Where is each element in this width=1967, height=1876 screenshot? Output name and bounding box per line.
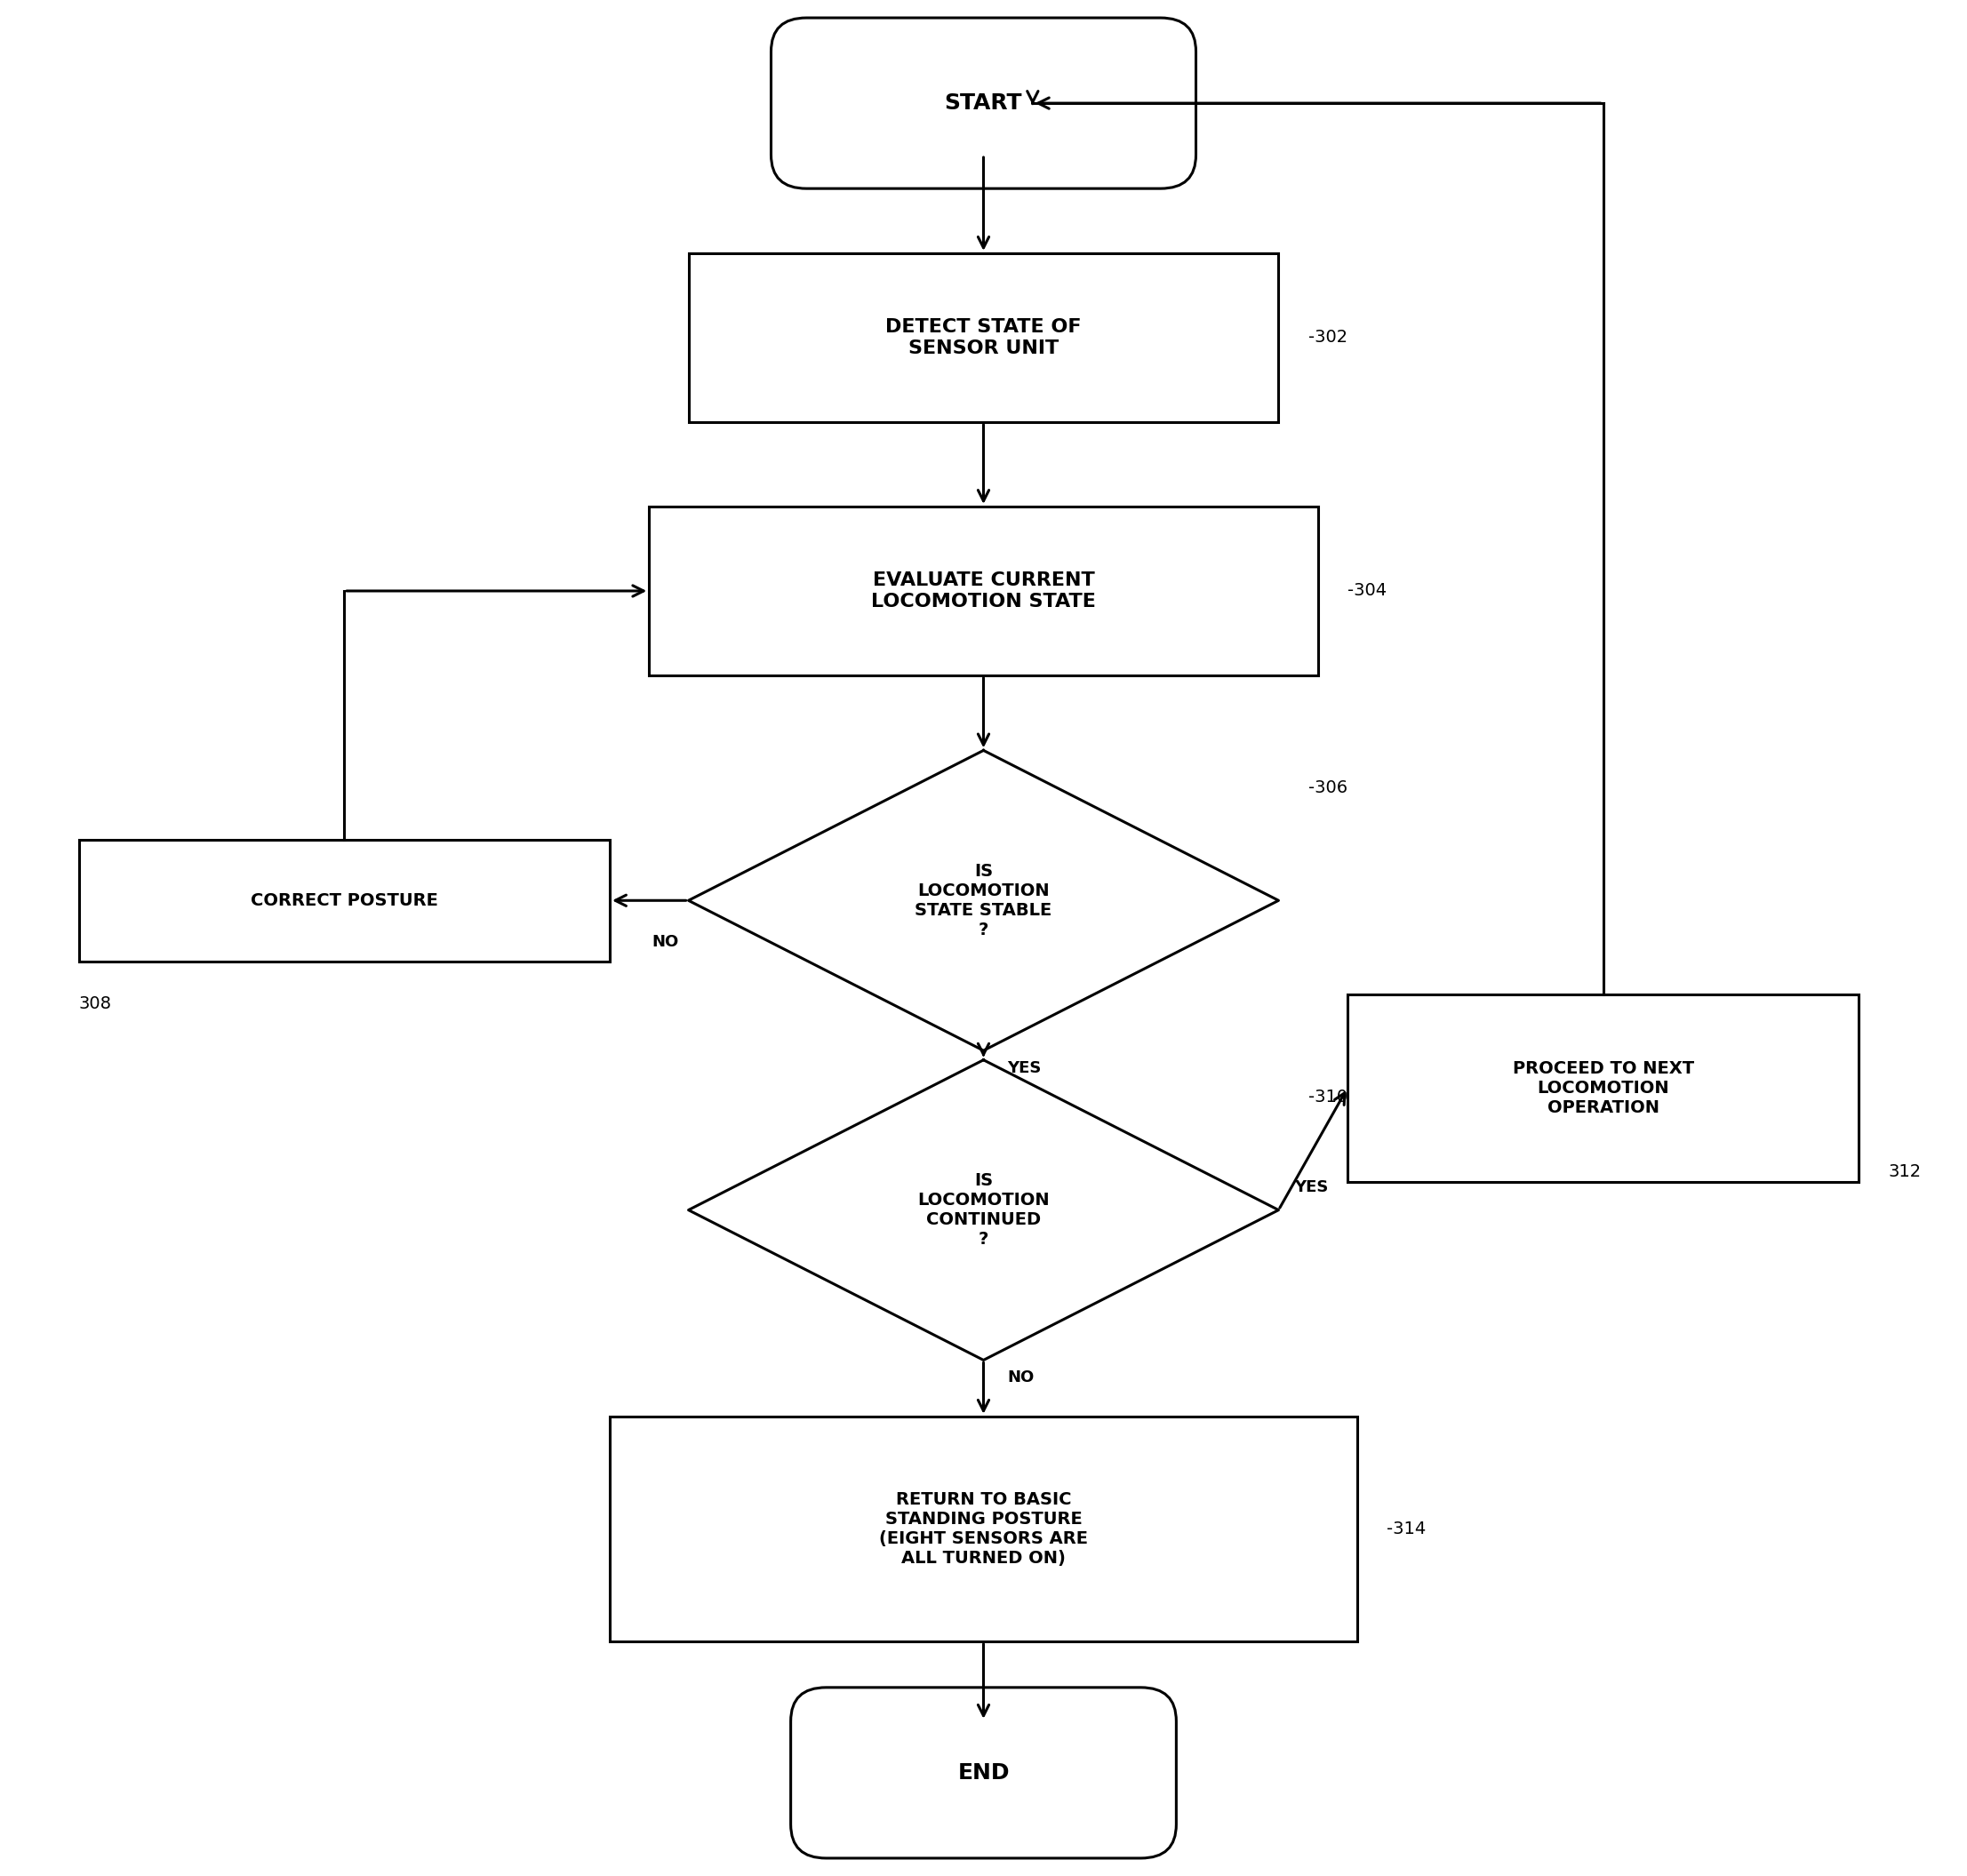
Text: RETURN TO BASIC
STANDING POSTURE
(EIGHT SENSORS ARE
ALL TURNED ON): RETURN TO BASIC STANDING POSTURE (EIGHT … [879,1491,1088,1566]
Bar [79,839,610,961]
Text: EVALUATE CURRENT
LOCOMOTION STATE: EVALUATE CURRENT LOCOMOTION STATE [871,572,1096,610]
Text: -304: -304 [1347,582,1387,600]
Bar [1347,994,1859,1182]
Text: 312: 312 [1888,1163,1922,1180]
Text: CORRECT POSTURE: CORRECT POSTURE [250,891,439,910]
Bar [688,253,1279,422]
Text: START: START [944,92,1023,114]
FancyBboxPatch shape [791,1688,1176,1857]
Bar [649,507,1318,675]
Text: YES: YES [1007,1060,1041,1077]
Text: IS
LOCOMOTION
CONTINUED
?: IS LOCOMOTION CONTINUED ? [917,1172,1050,1248]
FancyBboxPatch shape [771,19,1196,189]
Text: -310: -310 [1308,1088,1347,1107]
Text: -302: -302 [1308,328,1347,347]
Text: -306: -306 [1308,779,1347,797]
Text: PROCEED TO NEXT
LOCOMOTION
OPERATION: PROCEED TO NEXT LOCOMOTION OPERATION [1513,1060,1694,1116]
Text: IS
LOCOMOTION
STATE STABLE
?: IS LOCOMOTION STATE STABLE ? [915,863,1052,938]
Text: 308: 308 [79,994,112,1013]
Text: END: END [958,1762,1009,1784]
Text: -314: -314 [1387,1520,1426,1538]
Text: NO: NO [1007,1369,1035,1386]
Polygon shape [688,1060,1279,1360]
Polygon shape [688,750,1279,1051]
Bar [610,1416,1357,1642]
Text: NO: NO [651,934,679,951]
Text: DETECT STATE OF
SENSOR UNIT: DETECT STATE OF SENSOR UNIT [885,319,1082,356]
Text: YES: YES [1294,1178,1328,1195]
